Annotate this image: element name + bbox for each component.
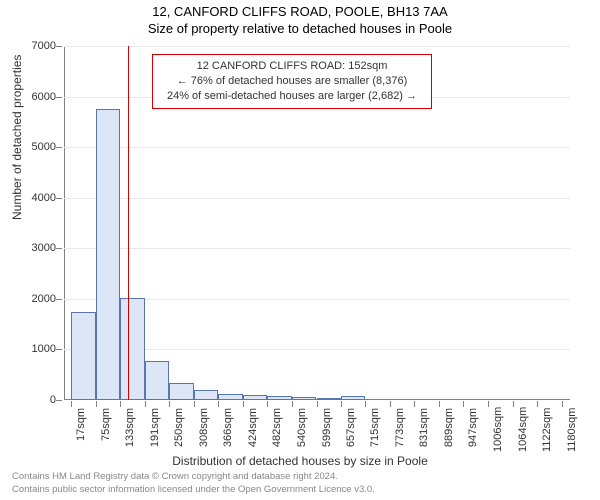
footer-line2: Contains public sector information licen… — [12, 484, 375, 496]
x-tick — [341, 401, 342, 407]
x-tick-label: 250sqm — [173, 408, 185, 452]
x-tick-label: 831sqm — [418, 408, 430, 452]
annotation-line: ← 76% of detached houses are smaller (8,… — [161, 74, 423, 89]
annotation-box: 12 CANFORD CLIFFS ROAD: 152sqm← 76% of d… — [152, 54, 432, 109]
y-tick-label: 5000 — [32, 141, 56, 153]
x-tick-label: 773sqm — [394, 408, 406, 452]
x-tick-label: 308sqm — [198, 408, 210, 452]
x-tick-label: 17sqm — [75, 408, 87, 452]
x-tick — [194, 401, 195, 407]
x-tick-label: 1006sqm — [492, 408, 504, 452]
histogram-plot: 0100020003000400050006000700017sqm75sqm1… — [64, 46, 570, 400]
y-tick-label: 2000 — [32, 293, 56, 305]
y-tick-label: 1000 — [32, 343, 56, 355]
histogram-bar — [145, 361, 169, 400]
x-axis-label: Distribution of detached houses by size … — [0, 454, 600, 468]
annotation-line: 12 CANFORD CLIFFS ROAD: 152sqm — [161, 59, 423, 74]
gridline — [64, 46, 570, 47]
x-tick-label: 1180sqm — [566, 408, 578, 452]
y-tick-label: 3000 — [32, 242, 56, 254]
x-tick-label: 947sqm — [467, 408, 479, 452]
y-tick — [56, 198, 62, 199]
x-tick-label: 889sqm — [443, 408, 455, 452]
marker-line — [128, 46, 129, 400]
histogram-bar — [317, 398, 341, 400]
page-title-line2: Size of property relative to detached ho… — [0, 21, 600, 36]
page-title-line1: 12, CANFORD CLIFFS ROAD, POOLE, BH13 7AA — [0, 4, 600, 19]
x-tick-label: 75sqm — [100, 408, 112, 452]
histogram-bar — [120, 298, 144, 400]
y-tick — [56, 248, 62, 249]
x-tick — [414, 401, 415, 407]
y-tick-label: 4000 — [32, 192, 56, 204]
histogram-bar — [169, 383, 193, 400]
x-tick — [317, 401, 318, 407]
x-tick — [439, 401, 440, 407]
histogram-bar — [194, 390, 218, 400]
histogram-bar — [71, 312, 95, 401]
y-tick-label: 6000 — [32, 91, 56, 103]
x-tick-label: 1122sqm — [541, 408, 553, 452]
gridline — [64, 248, 570, 249]
x-tick-label: 482sqm — [271, 408, 283, 452]
x-tick — [562, 401, 563, 407]
x-tick — [292, 401, 293, 407]
x-tick — [96, 401, 97, 407]
x-tick — [488, 401, 489, 407]
gridline — [64, 147, 570, 148]
x-tick-label: 424sqm — [247, 408, 259, 452]
y-tick — [56, 349, 62, 350]
x-tick — [71, 401, 72, 407]
x-tick — [463, 401, 464, 407]
y-tick-label: 7000 — [32, 40, 56, 52]
chart-container: 12, CANFORD CLIFFS ROAD, POOLE, BH13 7AA… — [0, 4, 600, 36]
x-tick-label: 599sqm — [321, 408, 333, 452]
x-tick — [145, 401, 146, 407]
x-tick — [390, 401, 391, 407]
y-tick — [56, 400, 62, 401]
x-tick-label: 657sqm — [345, 408, 357, 452]
x-tick — [120, 401, 121, 407]
footer-line1: Contains HM Land Registry data © Crown c… — [12, 471, 375, 483]
x-tick-label: 715sqm — [369, 408, 381, 452]
x-tick-label: 133sqm — [124, 408, 136, 452]
x-tick — [513, 401, 514, 407]
histogram-bar — [218, 394, 242, 400]
x-tick — [267, 401, 268, 407]
histogram-bar — [341, 396, 365, 400]
y-tick — [56, 97, 62, 98]
x-tick-label: 366sqm — [222, 408, 234, 452]
y-tick — [56, 147, 62, 148]
x-tick — [218, 401, 219, 407]
x-tick — [365, 401, 366, 407]
x-tick-label: 191sqm — [149, 408, 161, 452]
y-tick-label: 0 — [50, 394, 56, 406]
footer-attribution: Contains HM Land Registry data © Crown c… — [12, 471, 375, 496]
y-tick — [56, 46, 62, 47]
x-tick — [243, 401, 244, 407]
x-tick — [537, 401, 538, 407]
histogram-bar — [267, 396, 291, 400]
annotation-line: 24% of semi-detached houses are larger (… — [161, 89, 423, 104]
y-axis-label: Number of detached properties — [10, 55, 24, 220]
x-tick-label: 1064sqm — [517, 408, 529, 452]
histogram-bar — [243, 395, 267, 400]
x-tick-label: 540sqm — [296, 408, 308, 452]
x-tick — [169, 401, 170, 407]
gridline — [64, 198, 570, 199]
y-tick — [56, 299, 62, 300]
histogram-bar — [292, 397, 316, 400]
histogram-bar — [96, 109, 120, 400]
